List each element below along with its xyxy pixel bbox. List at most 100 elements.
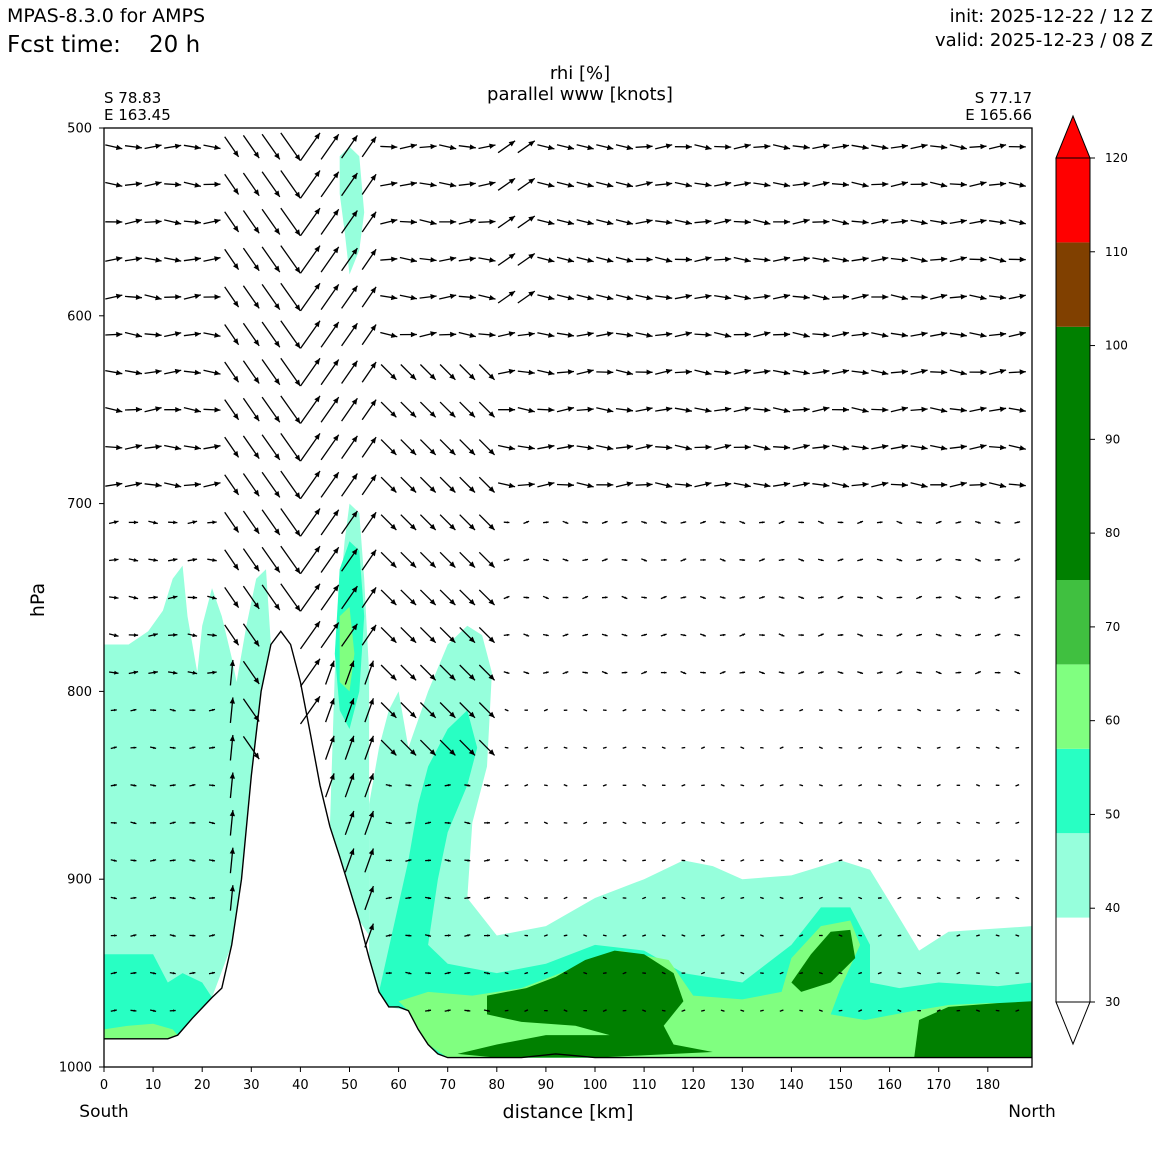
wind-arrow-head [919,972,921,974]
wind-arrow-head [879,747,882,749]
wind-arrow [661,746,666,750]
wind-arrow [680,670,687,675]
wind-arrow-head [449,411,456,418]
fcst-value: 20 h [149,32,200,58]
wind-arrow-head [153,558,158,562]
wind-arrow-head [447,821,451,825]
wind-arrow-head [133,633,139,637]
wind-arrow-head [801,1010,803,1012]
y-tick-label: 800 [67,685,92,700]
wind-arrow [700,671,706,674]
wind-arrow-head [333,359,339,366]
wind-arrow-head [683,709,686,711]
wind-arrow-head [722,596,726,599]
wind-arrow [674,144,692,150]
wind-arrow [128,670,139,675]
wind-arrow-head [862,293,869,299]
wind-arrow-head [646,181,653,187]
wind-arrow [280,395,301,424]
wind-arrow [851,481,869,488]
wind-arrow-head [153,934,157,937]
wind-arrow [858,896,863,900]
wind-arrow [838,708,843,712]
wind-arrow-head [997,671,1001,674]
wind-arrow-head [960,181,967,188]
wind-arrow [1015,972,1020,974]
wind-arrow-head [626,332,633,338]
x-tick-label: 150 [828,1078,853,1093]
wind-arrow [183,445,202,451]
wind-arrow [261,546,281,573]
wind-arrow-head [314,471,320,478]
wind-arrow [439,439,456,456]
wind-arrow-head [274,415,280,423]
wind-arrow-head [938,596,942,599]
wind-arrow-head [919,859,921,862]
wind-arrow-head [389,859,392,862]
wind-arrow-head [703,784,705,786]
wind-arrow-head [429,561,436,568]
wind-arrow-head [1019,369,1026,375]
wind-arrow-head [214,181,221,187]
wind-arrow-head [229,847,235,854]
wind-arrow [242,322,260,347]
wind-arrow-head [233,375,239,383]
wind-arrow-head [135,481,142,487]
wind-arrow [758,558,766,562]
wind-arrow-head [781,746,784,749]
wind-arrow-head [428,896,431,900]
wind-arrow [740,934,745,937]
wind-arrow [602,746,607,749]
colorbar-tick-label: 70 [1105,620,1120,634]
wind-arrow-head [626,144,633,151]
wind-arrow-head [978,747,980,749]
wind-arrow [910,219,928,226]
wind-arrow-head [938,859,941,862]
wind-arrow-head [135,256,142,262]
wind-arrow [242,285,260,309]
wind-arrow [694,481,712,488]
wind-arrow-head [801,633,804,637]
wind-arrow-head [567,182,574,188]
wind-arrow-head [801,859,803,862]
wind-arrow-head [214,218,221,224]
wind-arrow-head [467,821,471,825]
wind-arrow [956,821,961,825]
wind-arrow-head [155,332,162,338]
wind-arrow [108,520,119,525]
wind-arrow-head [153,784,157,787]
wind-arrow [543,934,548,937]
wind-arrow-head [722,897,725,899]
wind-arrow-head [390,749,397,756]
wind-arrow [189,934,196,937]
wind-arrow-head [742,934,745,937]
wind-arrow-head [644,859,646,862]
wind-arrow-head [449,373,456,380]
wind-arrow [602,709,607,712]
wind-arrow [459,551,476,569]
wind-arrow-head [567,332,574,338]
wind-arrow-head [468,373,475,380]
wind-arrow [660,520,667,524]
wind-arrow-head [468,411,475,418]
wind-arrow-head [545,596,549,599]
wind-arrow-head [214,256,221,262]
wind-arrow-head [489,219,496,225]
wind-arrow [956,784,961,786]
wind-arrow-head [663,521,667,524]
wind-arrow-head [545,934,548,937]
wind-arrow [655,406,673,412]
wind-arrow-head [999,368,1007,375]
wind-arrow-head [1019,144,1026,150]
wind-arrow-head [135,332,142,338]
wind-arrow-head [487,784,490,787]
wind-arrow-head [351,473,358,480]
wind-arrow [740,821,745,824]
wind-arrow-head [821,596,824,599]
wind-arrow-head [449,182,457,188]
wind-arrow [622,934,627,937]
wind-arrow [897,709,902,711]
wind-arrow [183,256,201,262]
wind-arrow [208,859,216,862]
colorbar-band [1056,242,1090,327]
